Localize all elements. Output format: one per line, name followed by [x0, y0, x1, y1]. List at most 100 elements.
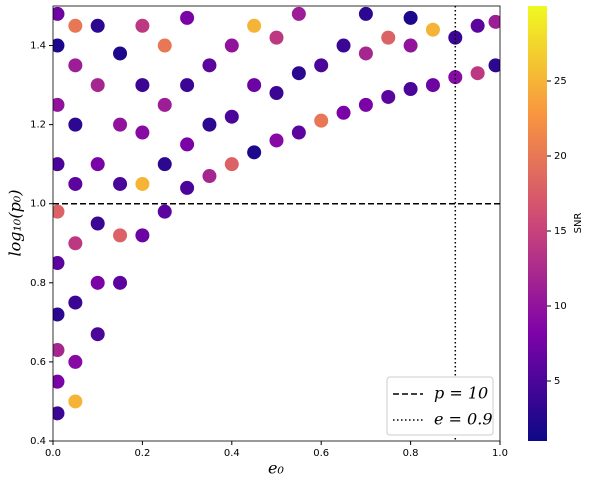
y-tick-label: 1.0 [30, 199, 46, 210]
point [269, 30, 284, 45]
point [53, 406, 65, 421]
point [202, 58, 217, 73]
point [314, 113, 329, 128]
point [53, 38, 65, 53]
colorbar-label: SNR [573, 213, 584, 234]
colorbar-tick-label: 5 [554, 376, 560, 387]
point [135, 228, 150, 243]
point [68, 354, 83, 369]
point [202, 169, 217, 184]
x-tick-label: 0.6 [313, 448, 329, 459]
point [53, 343, 65, 358]
point [403, 38, 418, 53]
point [425, 22, 440, 37]
point [53, 97, 65, 112]
point [358, 6, 373, 21]
point [358, 97, 373, 112]
point [113, 117, 128, 132]
point [180, 78, 195, 93]
point [470, 18, 485, 33]
point [470, 66, 485, 81]
x-tick-label: 0.0 [45, 448, 61, 459]
point [224, 38, 239, 53]
point [247, 145, 262, 160]
y-tick-label: 1.4 [30, 41, 46, 52]
point [90, 216, 105, 231]
x-tick-label: 0.2 [134, 448, 150, 459]
point [68, 18, 83, 33]
y-tick-label: 1.2 [30, 120, 46, 131]
point [269, 133, 284, 148]
point [68, 295, 83, 310]
point [90, 18, 105, 33]
point [157, 157, 172, 172]
point [157, 204, 172, 219]
point [157, 38, 172, 53]
point [224, 109, 239, 124]
point [448, 70, 463, 85]
point [224, 157, 239, 172]
point [291, 66, 306, 81]
x-tick-label: 0.4 [224, 448, 240, 459]
point [403, 10, 418, 25]
colorbar-tick-label: 25 [554, 76, 567, 87]
point [113, 228, 128, 243]
point [202, 117, 217, 132]
x-axis-label: e₀ [268, 459, 284, 478]
plot-frame [52, 5, 501, 442]
point [90, 157, 105, 172]
point [247, 78, 262, 93]
colorbar-tick-label: 20 [554, 151, 567, 162]
point [291, 125, 306, 140]
point [53, 307, 65, 322]
point [425, 78, 440, 93]
y-tick-label: 0.4 [30, 436, 46, 447]
y-tick-label: 0.6 [30, 357, 46, 368]
point [157, 97, 172, 112]
x-tick-label: 0.8 [403, 448, 419, 459]
colorbar-tick-label: 10 [554, 301, 567, 312]
point [53, 256, 65, 271]
point [247, 18, 262, 33]
point [53, 374, 65, 389]
point [113, 176, 128, 191]
x-tick-label: 1.0 [492, 448, 508, 459]
point [135, 176, 150, 191]
point [336, 105, 351, 120]
points [53, 6, 500, 421]
point [180, 137, 195, 152]
point [180, 10, 195, 25]
point [53, 6, 65, 21]
point [113, 275, 128, 290]
point [90, 327, 105, 342]
point [90, 275, 105, 290]
point [488, 58, 500, 73]
point [180, 180, 195, 195]
point [135, 18, 150, 33]
point [68, 58, 83, 73]
point [68, 117, 83, 132]
point [68, 176, 83, 191]
point [53, 204, 65, 219]
colorbar [528, 6, 547, 441]
colorbar-tick-label: 15 [554, 226, 567, 237]
y-tick-label: 0.8 [30, 278, 46, 289]
point [291, 6, 306, 21]
y-axis-label: log₁₀(p₀) [6, 190, 25, 257]
point [68, 236, 83, 251]
point [381, 30, 396, 45]
legend-label: e = 0.9 [434, 410, 493, 429]
point [68, 394, 83, 409]
point [113, 46, 128, 61]
point [269, 86, 284, 100]
point [358, 46, 373, 61]
point [336, 38, 351, 53]
point [448, 30, 463, 45]
point [53, 157, 65, 172]
point [403, 82, 418, 97]
point [90, 78, 105, 93]
legend: p = 10 e = 0.9 [386, 376, 494, 436]
point [135, 125, 150, 140]
point [135, 78, 150, 93]
